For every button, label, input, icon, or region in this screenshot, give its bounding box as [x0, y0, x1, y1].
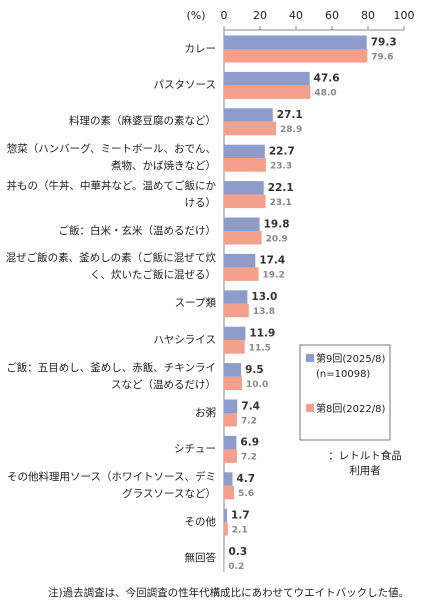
value-label: 9.5 — [245, 364, 264, 376]
bar — [224, 303, 249, 318]
x-tick-label: 0 — [221, 9, 228, 22]
value-label: 79.3 — [371, 36, 397, 48]
value-label: 22.7 — [269, 145, 295, 157]
category-label: ご飯：白米・玄米（温めるだけ） — [58, 224, 217, 237]
value-label: 17.4 — [259, 255, 285, 267]
value-label: 7.4 — [241, 400, 260, 412]
x-tick-label: 100 — [394, 9, 415, 22]
bar — [224, 158, 266, 172]
note: 注)過去調査は、今回調査の性年代構成比にあわせてウエイトバックした値。 — [48, 587, 410, 599]
x-tick-label: 80 — [361, 9, 375, 22]
bar — [224, 35, 367, 49]
value-label: 10.0 — [246, 380, 268, 390]
value-label: 23.1 — [270, 198, 292, 208]
category-label: その他料理用ソース（ホワイトソース、デミグラスソースなど） — [7, 470, 216, 500]
x-tick-label: 40 — [289, 9, 303, 22]
bar — [224, 485, 235, 500]
value-label: 27.1 — [277, 109, 303, 121]
category-label: スープ類 — [174, 297, 216, 310]
bar — [224, 363, 242, 377]
legend-label: 第9回(2025/8) (n=10098) — [316, 354, 386, 380]
value-label: 1.7 — [231, 509, 250, 521]
bar — [224, 449, 237, 463]
value-label: 11.9 — [249, 327, 275, 339]
value-label: 11.5 — [249, 343, 271, 353]
category-label: 惣菜（ハンバーグ、ミートボール、おでん、煮物、かば焼きなど） — [6, 143, 216, 173]
value-label: 22.1 — [268, 182, 294, 194]
bar — [224, 231, 262, 245]
value-label: 23.3 — [270, 161, 292, 171]
value-label: 19.8 — [264, 218, 290, 230]
value-label: 6.9 — [240, 437, 259, 449]
value-label: 5.6 — [238, 489, 254, 499]
bar — [224, 121, 277, 136]
value-label: 4.7 — [236, 473, 255, 485]
category-label: パスタソース — [153, 78, 216, 91]
bar — [224, 508, 228, 523]
value-label: 13.0 — [251, 291, 277, 303]
legend-swatch — [306, 404, 314, 412]
value-label: 79.6 — [371, 52, 393, 62]
bar — [224, 399, 238, 413]
category-label: 混ぜご飯の素、釜めしの素（ご飯に混ぜて炊く、炊いたご飯に混ぜる） — [5, 252, 216, 282]
bar — [224, 194, 266, 209]
bar — [224, 326, 246, 341]
legend-swatch — [306, 354, 314, 362]
category-label: お粥 — [195, 406, 216, 419]
value-label: 7.2 — [241, 453, 257, 463]
category-label: 料理の素（麻婆豆腐の素など） — [69, 115, 216, 128]
x-tick-label: 60 — [325, 9, 339, 22]
category-label: 丼もの（牛丼、中華丼など。温めてご飯にかける） — [6, 179, 216, 209]
category-label: シチュー — [174, 442, 216, 455]
bar — [224, 181, 264, 195]
value-label: 2.1 — [232, 525, 248, 535]
bar — [224, 472, 233, 486]
value-label: 0.3 — [229, 546, 248, 558]
category-label: ハヤシライス — [153, 333, 216, 346]
value-label: 20.9 — [266, 234, 288, 244]
bar — [224, 217, 260, 231]
value-label: 47.6 — [314, 73, 340, 85]
annotation: ：レトルト食品 利用者 — [328, 450, 402, 477]
bar — [224, 545, 225, 559]
category-label: ご飯：五目めし、釜めし、赤飯、チキンライスなど（温めるだけ） — [6, 361, 216, 391]
value-label: 0.2 — [228, 562, 244, 572]
legend-label: 第8回(2022/8) — [316, 404, 386, 415]
bar — [224, 290, 248, 304]
legend-box — [299, 344, 391, 441]
category-label: その他 — [184, 515, 217, 528]
value-label: 7.2 — [241, 416, 257, 426]
bar — [224, 435, 237, 450]
bar — [224, 71, 310, 86]
bar — [224, 340, 245, 354]
value-label: 19.2 — [263, 271, 285, 281]
value-label: 28.9 — [280, 125, 302, 135]
value-label: 48.0 — [314, 89, 336, 99]
bar — [224, 267, 259, 281]
category-label: カレー — [184, 42, 217, 55]
category-label: 無回答 — [184, 552, 217, 565]
bar — [224, 376, 242, 391]
bar — [224, 85, 311, 99]
bar — [224, 522, 228, 536]
bar — [224, 144, 265, 159]
bar — [224, 413, 237, 427]
bar — [224, 49, 368, 63]
value-label: 13.8 — [253, 307, 275, 317]
bar — [224, 108, 273, 122]
x-tick-label: 20 — [253, 9, 267, 22]
bar — [224, 253, 256, 268]
x-axis-label: (%) — [186, 9, 205, 22]
